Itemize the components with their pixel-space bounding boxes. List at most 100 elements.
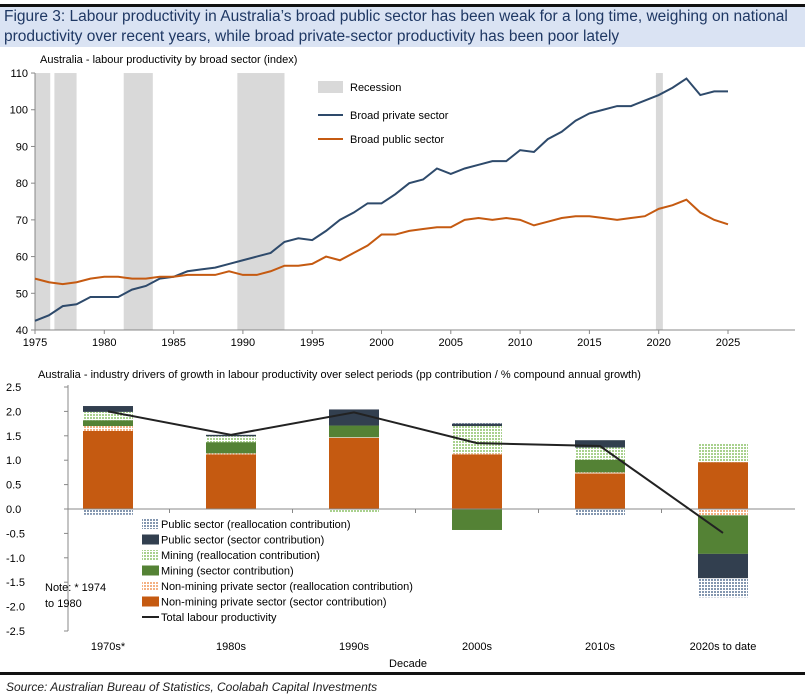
bar-segment [575,459,625,473]
legend-swatch [142,565,159,576]
x-tick-label: 1975 [23,337,47,349]
legend-swatch [142,550,159,560]
series-line-public [34,198,729,286]
bar-segment [83,411,133,421]
legend-label: Non-mining private sector (sector contri… [161,597,387,609]
y-tick-label: 1.0 [6,455,21,467]
y-tick-label: 70 [16,215,28,227]
source-note: Source: Australian Bureau of Statistics,… [6,680,378,694]
series-line-private [34,77,728,322]
bar-segment [575,473,625,509]
x-tick-label: 1980s [216,641,246,653]
bar-segment [698,509,748,516]
bar-segment [83,420,133,427]
bar-segment [698,443,748,463]
bar-segment [83,509,133,515]
x-tick-label: 2000 [369,337,393,349]
legend-label: Public sector (reallocation contribution… [161,519,351,531]
recession-band [655,73,663,330]
legend-swatch [142,581,159,591]
legend-swatch-recession [318,81,343,93]
bar-segment [329,509,379,513]
y-tick-label: 60 [16,252,28,264]
legend-label: Broad public sector [350,134,444,146]
x-tick-label: 1980 [92,337,116,349]
x-tick-label: 2010s [585,641,615,653]
bar-segment [329,409,379,426]
bar-segment [329,425,379,438]
total-productivity-line [107,410,724,534]
legend-label: Non-mining private sector (reallocation … [161,581,413,593]
y-tick-label: 0.0 [6,504,21,516]
x-axis-title: Decade [389,658,427,670]
recession-band [54,73,77,330]
bar-segment [575,447,625,460]
y-tick-label: 50 [16,288,28,300]
bar-segment [452,454,502,509]
legend-swatch [142,534,159,545]
bar-segment [83,406,133,412]
bar-segment [575,472,625,474]
bar-segment [698,462,748,509]
bar-segment [698,553,748,579]
x-tick-label: 2010 [508,337,532,349]
y-tick-label: 0.5 [6,480,21,492]
chart1-title: Australia - labour productivity by broad… [40,54,297,66]
bar-segment [206,442,256,454]
bar-segment [206,436,256,443]
y-tick-label: -1.0 [6,553,25,565]
y-tick-label: 90 [16,141,28,153]
bar-segment [575,440,625,448]
x-tick-label: 1990s [339,641,369,653]
y-tick-label: 1.5 [6,431,21,443]
legend-label: Total labour productivity [161,612,277,624]
y-tick-label: 80 [16,178,28,190]
x-tick-label: 2020s to date [690,641,757,653]
x-tick-label: 2000s [462,641,492,653]
bar-segment [575,509,625,516]
bar-segment [206,453,256,455]
y-tick-label: 2.5 [6,382,21,394]
bar-segment [452,453,502,455]
legend-label: Public sector (sector contribution) [161,535,324,547]
bar-segment [452,423,502,427]
bar-segment [206,454,256,509]
bar-segment [83,430,133,509]
legend-label: Broad private sector [350,110,449,122]
y-tick-label: 40 [16,325,28,337]
bar-segment [452,509,502,530]
recession-band [35,73,51,330]
bar-segment [452,422,502,424]
x-tick-label: 1990 [231,337,255,349]
y-tick-label: -0.5 [6,528,25,540]
y-tick-label: 2.0 [6,406,21,418]
note: to 1980 [45,598,82,610]
legend-label: Mining (sector contribution) [161,566,294,578]
y-tick-label: -2.0 [6,602,25,614]
note: Note: * 1974 [45,582,106,594]
legend-swatch [142,519,159,529]
x-tick-label: 1985 [161,337,185,349]
y-tick-label: 100 [10,105,28,117]
y-tick-label: -2.5 [6,626,25,638]
legend-label: Recession [350,82,401,94]
x-tick-label: 2005 [439,337,463,349]
bar-segment [329,437,379,509]
bottom-rule [0,672,805,675]
x-tick-label: 2025 [716,337,740,349]
legend-swatch [142,596,159,607]
x-tick-label: 2015 [577,337,601,349]
legend-label: Mining (reallocation contribution) [161,550,320,562]
x-tick-label: 2020 [646,337,670,349]
y-tick-label: 110 [10,68,28,80]
recession-band [237,73,285,330]
y-tick-label: -1.5 [6,577,25,589]
x-tick-label: 1970s* [91,641,126,653]
top-rule [0,4,805,7]
x-tick-label: 1995 [300,337,324,349]
chart2-title: Australia - industry drivers of growth i… [38,369,641,381]
bar-segment [698,578,748,598]
figure-title: Figure 3: Labour productivity in Austral… [0,7,805,47]
